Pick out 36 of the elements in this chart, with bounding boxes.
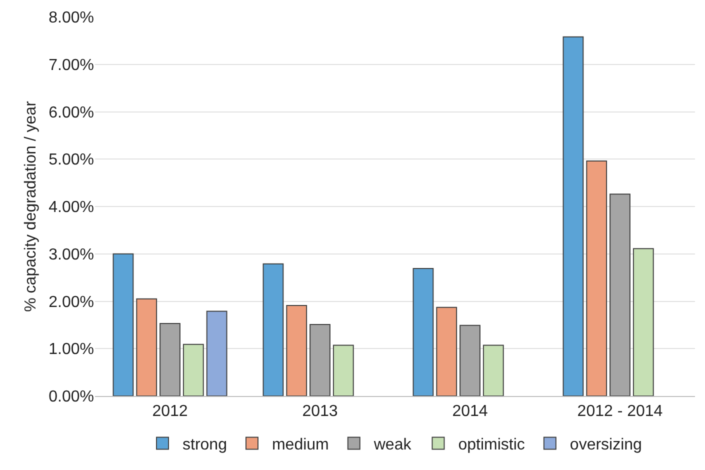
- y-tick-label: 1.00%: [48, 341, 94, 358]
- y-tick-label: 8.00%: [48, 10, 94, 27]
- bar: [610, 194, 630, 396]
- bar: [182, 344, 204, 396]
- y-axis-title: % capacity degradation / year: [22, 100, 40, 312]
- y-tick-label: 5.00%: [48, 152, 94, 169]
- x-tick-label: 2014: [452, 403, 488, 420]
- y-tick-label: 6.00%: [48, 104, 94, 122]
- bar: [562, 36, 584, 396]
- x-tick-label: 2012: [152, 403, 188, 420]
- bar: [112, 253, 134, 396]
- bar: [632, 248, 654, 396]
- x-tick-label: 2013: [302, 403, 338, 420]
- bar: [136, 298, 158, 396]
- bar: [436, 306, 458, 396]
- bar: [262, 263, 284, 396]
- y-tick-label: 3.00%: [48, 246, 94, 264]
- legend-label: weak: [372, 436, 412, 454]
- bar: [332, 344, 354, 396]
- y-tick-label: 2.00%: [48, 294, 94, 311]
- bar: [286, 305, 308, 396]
- bar: [310, 324, 330, 396]
- bar: [586, 160, 608, 396]
- bar: [412, 268, 434, 396]
- y-tick-label: 0.00%: [48, 388, 94, 406]
- bar: [460, 324, 480, 396]
- y-tick-label: 7.00%: [48, 56, 94, 74]
- legend-label: strong: [182, 436, 227, 454]
- x-tick-label: 2012 - 2014: [577, 403, 663, 420]
- y-tick-label: 4.00%: [48, 199, 94, 216]
- bar: [482, 344, 504, 396]
- legend-label: medium: [272, 436, 329, 454]
- legend-label: oversizing: [570, 436, 642, 454]
- bar: [206, 310, 228, 396]
- bar: [160, 323, 180, 396]
- legend-label: optimistic: [458, 436, 525, 454]
